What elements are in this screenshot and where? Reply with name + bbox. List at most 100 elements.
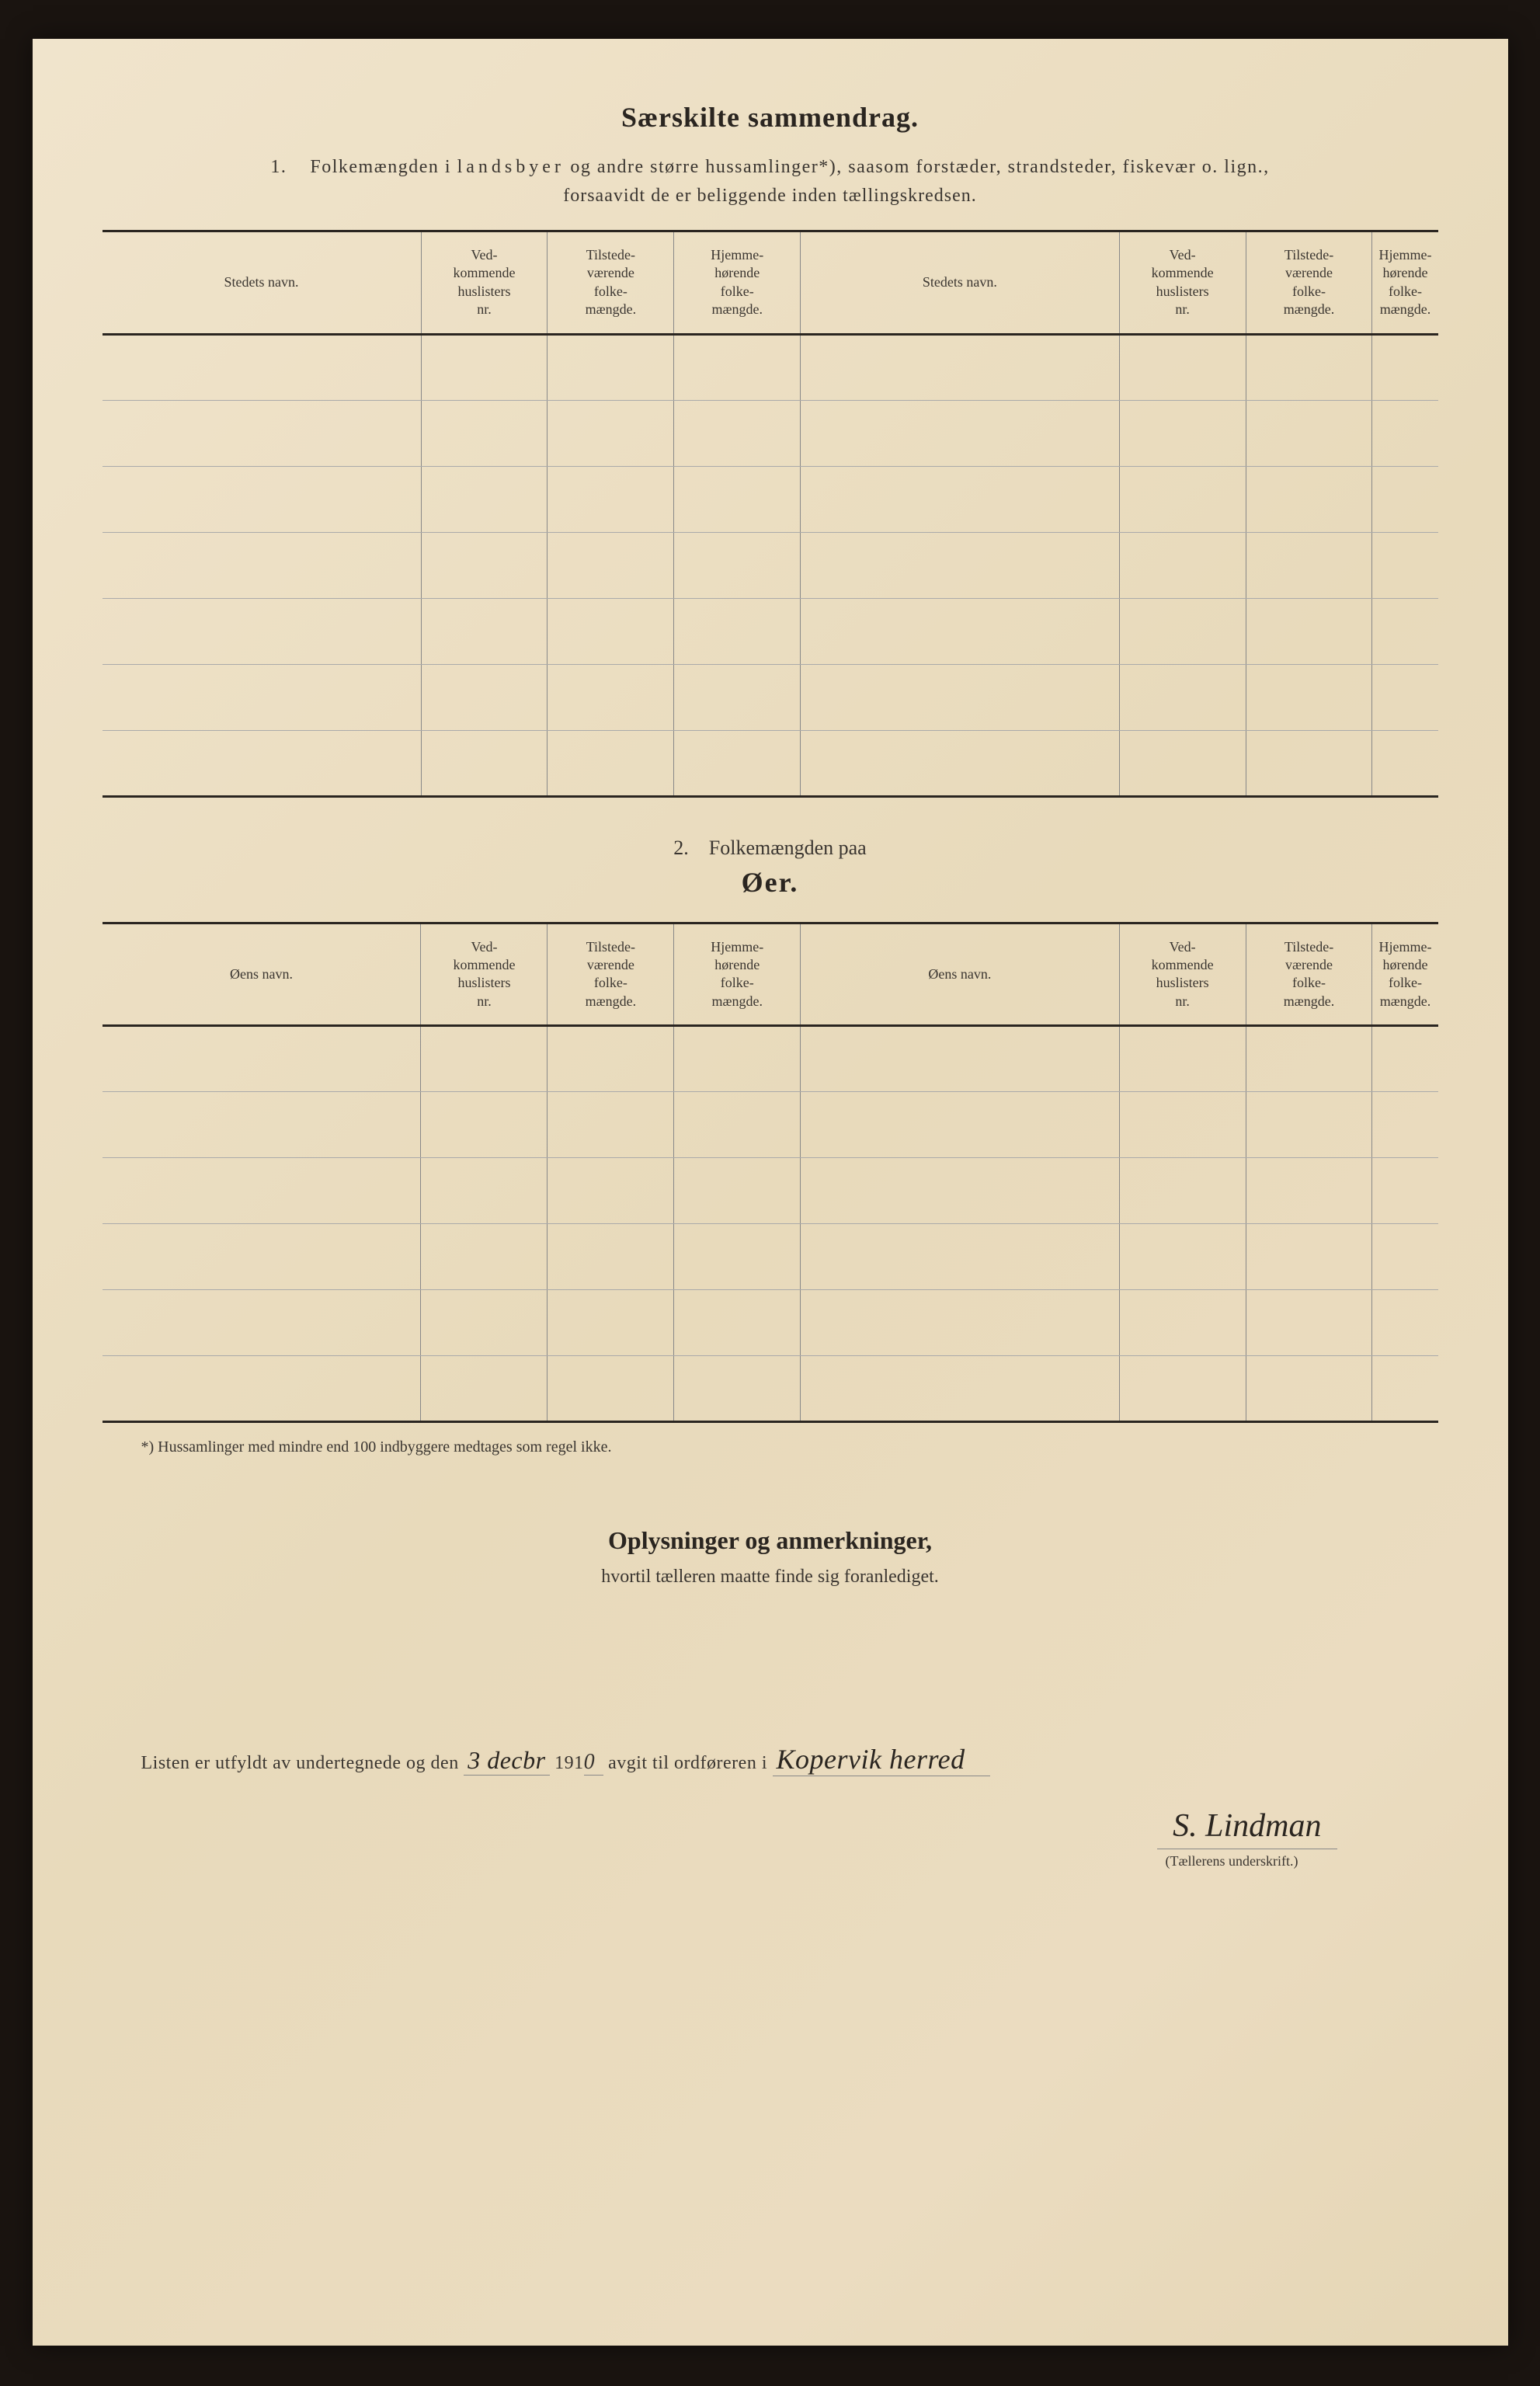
table-cell (801, 400, 1120, 466)
table-cell (674, 1224, 801, 1290)
table-cell (103, 400, 422, 466)
table-cell (103, 1026, 421, 1092)
table-row (103, 466, 1438, 532)
table-cell (1372, 1356, 1438, 1422)
section1-number: 1. (270, 157, 287, 177)
table-cell (1372, 334, 1438, 400)
table-row (103, 664, 1438, 730)
table-cell (674, 1158, 801, 1224)
table-cell (1119, 664, 1246, 730)
sig-place: Kopervik herred (773, 1743, 990, 1776)
table-cell (1372, 1290, 1438, 1356)
table1: Stedets navn. Ved- kommende huslisters n… (103, 230, 1438, 798)
table2-header-col4: Hjemme- hørende folke- mængde. (674, 923, 801, 1026)
table-row (103, 1290, 1438, 1356)
table-cell (1372, 1026, 1438, 1092)
table-cell (103, 466, 422, 532)
table2-header-col6: Ved- kommende huslisters nr. (1119, 923, 1246, 1026)
table-cell (1246, 730, 1372, 796)
table2-header-col7: Tilstede- værende folke- mængde. (1246, 923, 1372, 1026)
table2-header-col5: Øens navn. (801, 923, 1119, 1026)
section1-desc-spaced: landsbyer (457, 157, 565, 177)
table-cell (103, 598, 422, 664)
signature-block: S. Lindman (103, 1807, 1337, 1849)
table-cell (1246, 400, 1372, 466)
table-cell (103, 1224, 421, 1290)
table-cell (1372, 1158, 1438, 1224)
table-cell (548, 730, 674, 796)
table-cell (1246, 1224, 1372, 1290)
table-cell (548, 1026, 674, 1092)
table-row (103, 598, 1438, 664)
table2-header-row: Øens navn. Ved- kommende huslisters nr. … (103, 923, 1438, 1026)
table-cell (1119, 334, 1246, 400)
table1-header-row: Stedets navn. Ved- kommende huslisters n… (103, 231, 1438, 335)
table-cell (801, 1158, 1119, 1224)
table-cell (1246, 1158, 1372, 1224)
table-cell (421, 1224, 548, 1290)
table-cell (1246, 664, 1372, 730)
table-row (103, 1158, 1438, 1224)
table-cell (1372, 730, 1438, 796)
table-row (103, 1092, 1438, 1158)
info-subtitle: hvortil tælleren maatte finde sig foranl… (103, 1567, 1438, 1588)
info-title: Oplysninger og anmerkninger, (103, 1526, 1438, 1555)
signature-line: Listen er utfyldt av undertegnede og den… (141, 1743, 1399, 1776)
table-cell (103, 1356, 421, 1422)
section2-title: 2. Folkemængden paa (103, 836, 1438, 860)
table-row (103, 400, 1438, 466)
table-cell (421, 1290, 548, 1356)
table-cell (1372, 598, 1438, 664)
table-row (103, 730, 1438, 796)
table-row (103, 1356, 1438, 1422)
section1-desc-p2: og andre større hussamlinger*), saasom f… (570, 157, 1269, 177)
table-cell (548, 1356, 674, 1422)
table-cell (548, 334, 674, 400)
table2-body (103, 1026, 1438, 1422)
table-cell (1246, 598, 1372, 664)
table-cell (548, 400, 674, 466)
table-cell (674, 598, 801, 664)
table-cell (548, 598, 674, 664)
table-cell (548, 1158, 674, 1224)
table-cell (103, 1290, 421, 1356)
table-cell (1246, 466, 1372, 532)
table-cell (1119, 532, 1246, 598)
table-cell (548, 1290, 674, 1356)
table-cell (1372, 1092, 1438, 1158)
table-cell (421, 334, 548, 400)
table-cell (674, 466, 801, 532)
table-cell (801, 334, 1120, 400)
table-row (103, 1026, 1438, 1092)
table-cell (1119, 466, 1246, 532)
table-cell (674, 1026, 801, 1092)
table-cell (801, 1224, 1119, 1290)
sig-text3: avgit til ordføreren i (608, 1753, 767, 1773)
main-title: Særskilte sammendrag. (103, 101, 1438, 134)
table2-header-col3: Tilstede- værende folke- mængde. (548, 923, 674, 1026)
table-cell (674, 334, 801, 400)
table-cell (1119, 400, 1246, 466)
table-cell (103, 532, 422, 598)
table1-header-col8: Hjemme- hørende folke- mængde. (1372, 231, 1438, 335)
table1-header-col7: Tilstede- værende folke- mængde. (1246, 231, 1372, 335)
footnote: *) Hussamlinger med mindre end 100 indby… (141, 1438, 1438, 1456)
sig-date: 3 decbr (464, 1746, 549, 1776)
table-row (103, 1224, 1438, 1290)
table1-header-col4: Hjemme- hørende folke- mængde. (674, 231, 801, 335)
signature-label: (Tællerens underskrift.) (103, 1853, 1298, 1869)
table-cell (421, 1158, 548, 1224)
section1-description-line2: forsaavidt de er beliggende inden tællin… (103, 186, 1438, 207)
table-row (103, 532, 1438, 598)
table-cell (1119, 598, 1246, 664)
table1-header-col2: Ved- kommende huslisters nr. (421, 231, 548, 335)
table-cell (801, 1026, 1119, 1092)
section2-subtitle: Øer. (103, 866, 1438, 899)
section1-desc-p1: Folkemængden i (310, 157, 451, 177)
table-cell (1246, 1026, 1372, 1092)
table1-header-col1: Stedets navn. (103, 231, 422, 335)
table-cell (421, 1026, 548, 1092)
table-cell (801, 730, 1120, 796)
table-cell (103, 664, 422, 730)
table-cell (801, 1290, 1119, 1356)
